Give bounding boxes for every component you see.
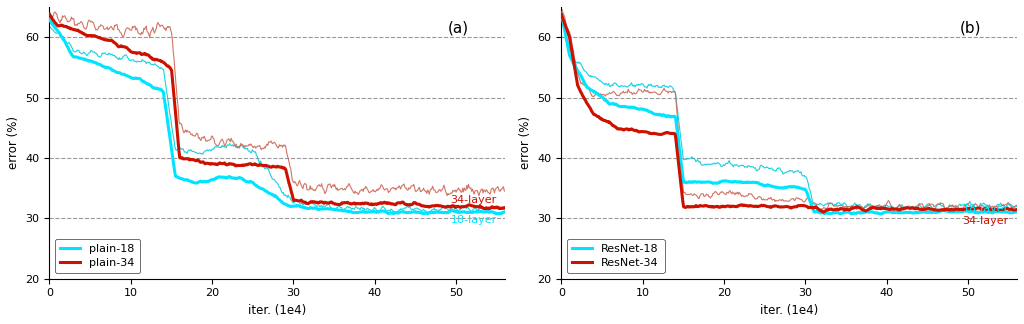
plain-18 — [43, 17, 55, 21]
ResNet-34 — [851, 205, 863, 209]
Y-axis label: error (%): error (%) — [7, 116, 19, 169]
ResNet-34 — [555, 12, 567, 16]
plain-18 — [338, 209, 350, 213]
Text: 34-layer: 34-layer — [963, 216, 1009, 226]
plain-34 — [81, 34, 93, 38]
plain-18 — [441, 211, 454, 214]
ResNet-34 — [558, 21, 570, 25]
ResNet-18 — [1011, 210, 1023, 214]
plain-18 — [493, 212, 505, 216]
plain-34 — [46, 17, 58, 21]
plain-18 — [499, 210, 511, 214]
X-axis label: iter. (1e4): iter. (1e4) — [760, 304, 818, 317]
ResNet-18 — [877, 212, 889, 215]
plain-34 — [338, 201, 350, 204]
ResNet-34 — [953, 207, 966, 211]
ResNet-18 — [874, 212, 887, 216]
ResNet-18 — [942, 210, 954, 214]
ResNet-34 — [877, 206, 889, 210]
Text: 34-layer: 34-layer — [451, 195, 497, 205]
ResNet-18 — [555, 11, 567, 15]
ResNet-18 — [558, 28, 570, 32]
ResNet-18 — [953, 210, 966, 214]
plain-34 — [43, 12, 55, 16]
Text: (a): (a) — [449, 20, 469, 36]
Line: plain-34: plain-34 — [49, 14, 505, 209]
Text: 18-layer: 18-layer — [451, 214, 497, 225]
plain-34 — [499, 206, 511, 210]
plain-18 — [430, 210, 442, 214]
Text: 18-layer: 18-layer — [963, 204, 1009, 214]
ResNet-34 — [818, 210, 830, 214]
ResNet-34 — [942, 208, 954, 212]
ResNet-34 — [1011, 208, 1023, 212]
plain-34 — [441, 205, 454, 209]
ResNet-34 — [593, 115, 605, 119]
Line: ResNet-34: ResNet-34 — [561, 14, 1017, 212]
Legend: plain-18, plain-34: plain-18, plain-34 — [55, 239, 140, 273]
ResNet-18 — [593, 93, 605, 97]
plain-34 — [364, 202, 376, 206]
Y-axis label: error (%): error (%) — [519, 116, 531, 169]
X-axis label: iter. (1e4): iter. (1e4) — [248, 304, 306, 317]
Line: ResNet-18: ResNet-18 — [561, 13, 1017, 214]
plain-34 — [479, 207, 492, 211]
ResNet-18 — [850, 212, 862, 215]
plain-18 — [81, 58, 93, 62]
plain-34 — [430, 203, 442, 207]
plain-18 — [364, 210, 376, 214]
plain-18 — [46, 23, 58, 27]
Line: plain-18: plain-18 — [49, 19, 505, 214]
Text: (b): (b) — [961, 20, 982, 36]
Legend: ResNet-18, ResNet-34: ResNet-18, ResNet-34 — [567, 239, 665, 273]
